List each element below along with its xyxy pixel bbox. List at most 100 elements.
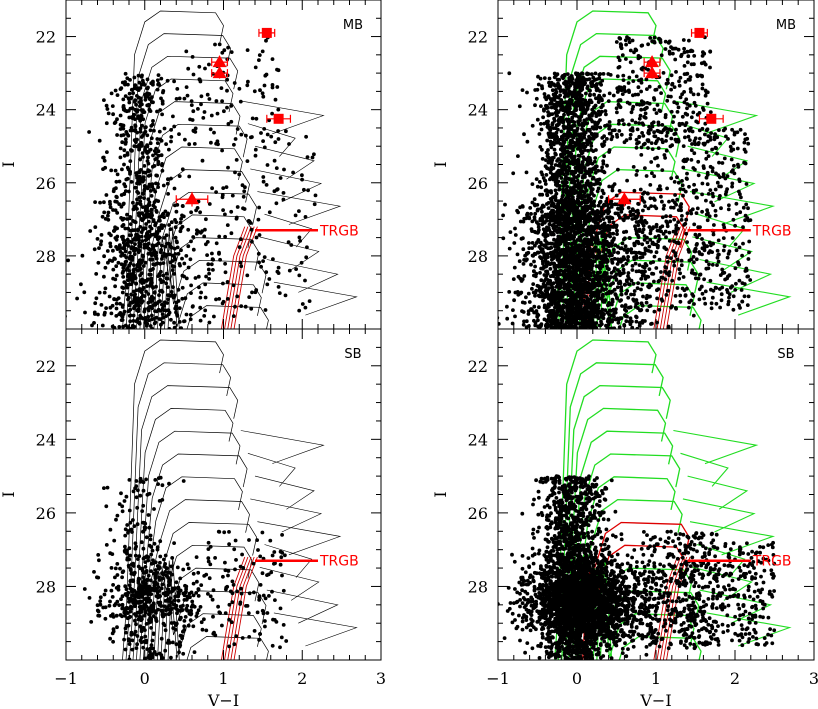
rgb-isochrone <box>656 226 681 329</box>
star-point <box>129 282 134 287</box>
star-point <box>182 274 187 279</box>
star-point <box>748 278 753 282</box>
star-point <box>95 237 100 241</box>
star-point <box>664 265 669 270</box>
star-point <box>149 276 154 281</box>
highlight-square-marker <box>266 113 292 124</box>
star-point <box>574 108 578 112</box>
star-point <box>170 268 175 273</box>
star-point <box>53 275 57 279</box>
star-point <box>554 88 558 92</box>
star-point <box>232 142 236 147</box>
star-point <box>582 133 587 137</box>
star-point <box>137 303 142 308</box>
star-point <box>709 131 713 136</box>
star-point <box>737 303 741 307</box>
star-point <box>123 108 128 113</box>
star-point <box>594 321 599 325</box>
star-point <box>535 250 540 255</box>
star-point <box>160 212 165 217</box>
star-point <box>695 242 699 246</box>
star-point <box>570 94 575 99</box>
star-point <box>138 202 143 207</box>
isochrone-track <box>122 10 224 329</box>
star-point <box>305 245 309 250</box>
star-point <box>710 295 715 300</box>
star-point <box>167 252 172 257</box>
star-point <box>513 290 518 295</box>
star-point <box>291 170 295 175</box>
star-point <box>539 127 544 132</box>
star-point <box>211 268 215 272</box>
star-point <box>600 188 605 193</box>
star-point <box>265 163 270 167</box>
star-point <box>613 211 618 216</box>
star-point <box>582 156 586 161</box>
star-point <box>575 299 579 304</box>
star-point <box>156 73 161 77</box>
star-point <box>564 105 569 110</box>
star-point <box>615 228 619 233</box>
star-point <box>129 292 134 297</box>
star-point <box>554 137 558 141</box>
star-point <box>679 258 684 263</box>
isochrone-track <box>250 168 323 203</box>
star-point <box>689 148 694 153</box>
star-point <box>133 86 137 91</box>
star-point <box>111 267 116 272</box>
star-point <box>634 137 639 142</box>
star-point <box>187 174 192 179</box>
star-point <box>746 257 751 261</box>
star-point <box>634 319 639 324</box>
star-point <box>688 75 693 79</box>
star-point <box>209 262 214 267</box>
star-point <box>172 124 177 129</box>
star-point <box>184 312 189 317</box>
star-point <box>666 325 671 329</box>
star-point <box>135 234 140 239</box>
star-point <box>283 293 288 298</box>
star-point <box>139 295 144 300</box>
star-point <box>737 179 742 184</box>
star-point <box>704 212 709 217</box>
star-point <box>581 223 586 228</box>
star-point <box>576 160 581 164</box>
star-point <box>596 168 601 173</box>
star-point <box>624 42 628 47</box>
star-point <box>244 133 248 138</box>
star-point <box>97 290 102 295</box>
star-point <box>617 325 622 329</box>
star-point <box>696 173 701 178</box>
star-point <box>715 263 719 267</box>
star-point <box>715 255 720 260</box>
star-point <box>647 124 651 129</box>
star-point <box>129 95 134 100</box>
isochrone-track <box>247 123 296 157</box>
star-point <box>726 207 731 212</box>
star-point <box>576 98 581 103</box>
star-point <box>654 206 659 211</box>
star-point <box>521 236 525 241</box>
star-point <box>686 54 691 59</box>
star-point <box>655 288 659 293</box>
star-point <box>620 271 624 276</box>
star-point <box>665 77 670 82</box>
star-point <box>702 296 707 301</box>
star-point <box>144 237 149 242</box>
star-point <box>601 217 606 222</box>
star-point <box>261 175 266 179</box>
star-point <box>592 166 596 171</box>
star-point <box>656 163 660 168</box>
star-point <box>169 220 174 225</box>
star-point <box>245 48 250 52</box>
star-point <box>539 242 544 247</box>
star-point <box>173 252 178 256</box>
star-point <box>104 121 109 126</box>
star-point <box>513 226 517 231</box>
star-point <box>212 314 216 319</box>
star-point <box>710 147 714 152</box>
star-point <box>260 91 265 96</box>
star-point <box>673 193 677 197</box>
star-point <box>547 76 552 81</box>
star-point <box>188 257 193 262</box>
